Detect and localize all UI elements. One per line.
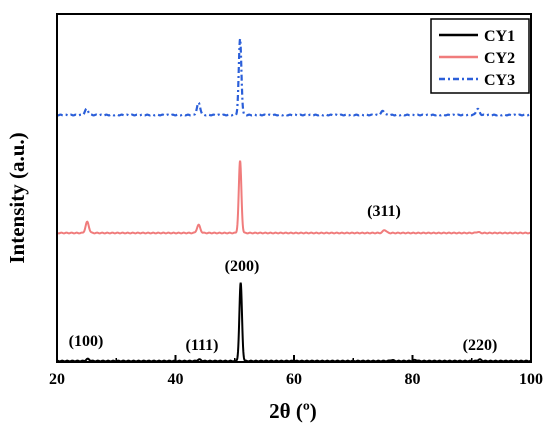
annotation-111: (111) (186, 337, 219, 354)
annotation-220: (220) (463, 337, 498, 354)
legend-label-cy2: CY2 (484, 50, 515, 67)
x-tick-label-80: 80 (405, 371, 421, 388)
series-line-cy2 (56, 160, 532, 235)
series-line-cy1 (56, 282, 532, 363)
x-tick-label-40: 40 (168, 371, 184, 388)
x-tick-label-20: 20 (49, 371, 65, 388)
y-axis-title: Intensity (a.u.) (5, 132, 29, 263)
x-tick-label-60: 60 (286, 371, 302, 388)
annotation-200: (200) (225, 258, 260, 275)
annotation-100: (100) (69, 333, 104, 350)
plot-area: 20 40 60 80 100 (49, 13, 543, 388)
x-axis-title: 2θ (º) (269, 399, 317, 423)
x-tick-label-100: 100 (519, 371, 543, 388)
annotation-311: (311) (367, 203, 401, 220)
legend-label-cy3: CY3 (484, 72, 515, 89)
series-line-cy3 (56, 38, 532, 117)
legend: CY1 CY2 CY3 (430, 18, 530, 94)
legend-label-cy1: CY1 (484, 28, 515, 45)
